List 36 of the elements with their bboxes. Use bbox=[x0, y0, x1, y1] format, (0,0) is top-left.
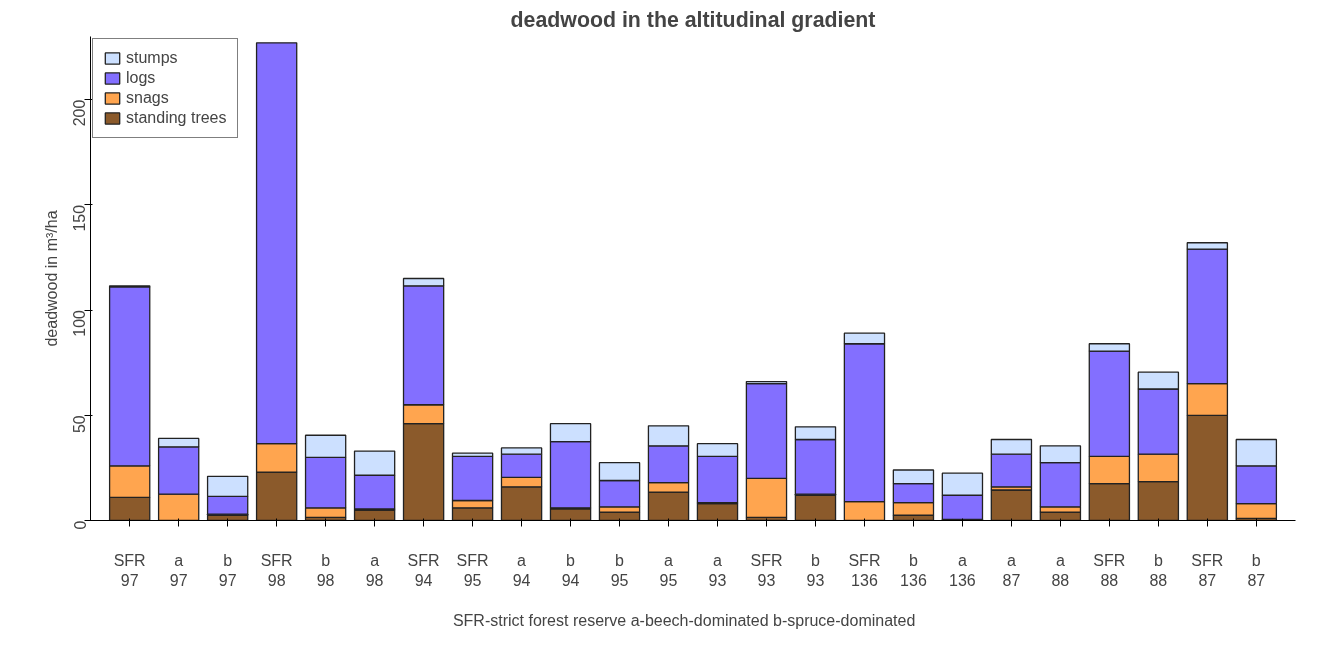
x-tick-label: b 98 bbox=[316, 551, 335, 589]
x-axis-title: SFR-strict forest reserve a-beech-dominated b-spruce-dominated bbox=[452, 611, 916, 629]
x-tick-label: a 93 bbox=[708, 551, 727, 589]
y-tick-label: 200 bbox=[71, 99, 89, 127]
x-tick-label: a 95 bbox=[659, 551, 678, 589]
x-tick-label: SFR 87 bbox=[1191, 551, 1224, 589]
legend-label: logs bbox=[126, 69, 156, 87]
x-tick-label: b 88 bbox=[1149, 551, 1168, 589]
x-tick-label: a 97 bbox=[169, 551, 188, 589]
legend-label: snags bbox=[126, 89, 169, 107]
x-tick-label: a 88 bbox=[1051, 551, 1070, 589]
y-axis-title: deadwood in m³/ha bbox=[42, 210, 60, 347]
x-tick-label: SFR 97 bbox=[113, 551, 146, 589]
y-tick-label: 150 bbox=[71, 204, 89, 232]
x-tick-label: SFR 94 bbox=[407, 551, 440, 589]
x-tick-label: a 136 bbox=[949, 551, 976, 589]
x-tick-label: b 94 bbox=[561, 551, 580, 589]
legend-label: standing trees bbox=[126, 109, 227, 127]
y-tick-label: 0 bbox=[71, 520, 89, 530]
x-tick-label: SFR 136 bbox=[848, 551, 881, 589]
x-tick-label: b 93 bbox=[806, 551, 825, 589]
y-tick-label: 100 bbox=[71, 309, 89, 337]
legend-label: stumps bbox=[126, 49, 178, 67]
x-tick-label: SFR 95 bbox=[456, 551, 489, 589]
chart-title: deadwood in the altitudinal gradient bbox=[510, 7, 876, 32]
x-tick-label: b 95 bbox=[610, 551, 629, 589]
x-tick-label: b 97 bbox=[218, 551, 237, 589]
x-tick-label: a 98 bbox=[365, 551, 384, 589]
x-tick-label: b 136 bbox=[900, 551, 927, 589]
x-tick-label: SFR 93 bbox=[750, 551, 783, 589]
x-tick-label: a 87 bbox=[1002, 551, 1021, 589]
x-tick-label: b 87 bbox=[1247, 551, 1266, 589]
x-tick-label: a 94 bbox=[512, 551, 531, 589]
y-tick-label: 50 bbox=[71, 415, 89, 434]
x-tick-label: SFR 88 bbox=[1093, 551, 1126, 589]
x-tick-label: SFR 98 bbox=[260, 551, 293, 589]
